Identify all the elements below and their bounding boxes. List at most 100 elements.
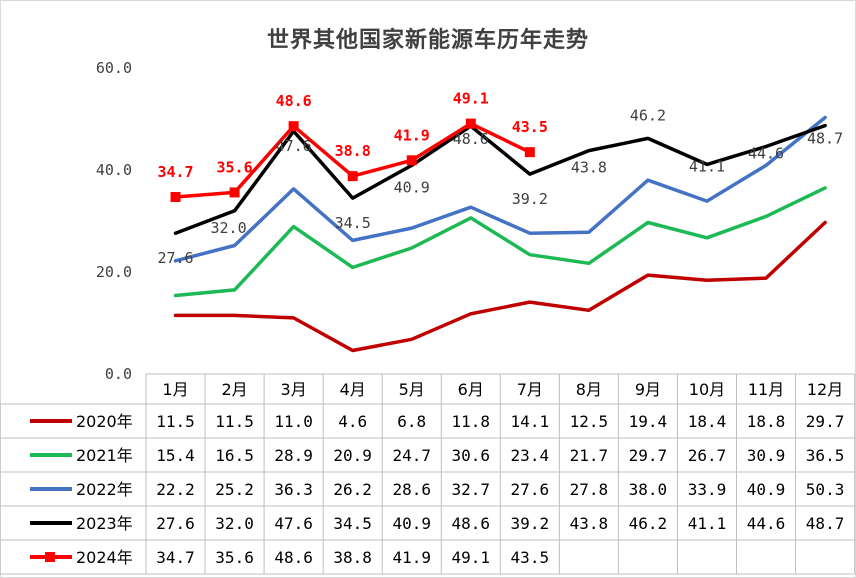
table-cell: 34.7 [156, 548, 195, 567]
table-cell: 48.7 [806, 514, 845, 533]
x-category-label: 1月 [162, 380, 188, 399]
table-cell: 32.0 [215, 514, 254, 533]
table-cell: 28.9 [274, 446, 313, 465]
legend-label: 2021年 [76, 446, 133, 465]
data-label: 40.9 [394, 178, 430, 196]
legend-label: 2023年 [76, 514, 133, 533]
data-label: 48.6 [276, 92, 312, 110]
chart-title: 世界其他国家新能源车历年走势 [266, 28, 589, 53]
table-cell: 47.6 [274, 514, 313, 533]
table-cell: 21.7 [570, 446, 609, 465]
table-cell: 11.5 [156, 412, 195, 431]
table-cell: 48.6 [274, 548, 313, 567]
data-label: 39.2 [512, 190, 548, 208]
table-cell: 26.7 [688, 446, 727, 465]
series-marker [465, 118, 476, 129]
table-cell: 22.2 [156, 480, 195, 499]
table-cell: 48.6 [452, 514, 491, 533]
data-label: 41.1 [689, 157, 725, 175]
series-line-2020年 [173, 220, 827, 353]
table-cell: 49.1 [452, 548, 491, 567]
table-cell: 41.1 [688, 514, 727, 533]
table-cell: 46.2 [629, 514, 668, 533]
x-category-label: 4月 [340, 380, 366, 399]
table-cell: 43.8 [570, 514, 609, 533]
table-cell: 27.6 [511, 480, 550, 499]
table-cell: 11.5 [215, 412, 254, 431]
table-cell: 18.4 [688, 412, 727, 431]
table-cell: 11.0 [274, 412, 313, 431]
table-cell: 30.6 [452, 446, 491, 465]
table-cell: 18.8 [747, 412, 786, 431]
data-label: 34.7 [157, 163, 193, 181]
series-marker [347, 171, 358, 182]
table-cell: 24.7 [392, 446, 431, 465]
table-cell: 36.3 [274, 480, 313, 499]
series-line-2021年 [173, 186, 827, 298]
table-cell: 41.9 [392, 548, 431, 567]
legend-label: 2022年 [76, 480, 133, 499]
series-marker [229, 187, 240, 198]
table-cell: 27.6 [156, 514, 195, 533]
x-category-label: 5月 [399, 380, 425, 399]
y-tick-label: 60.0 [96, 59, 132, 77]
data-label: 41.9 [394, 126, 430, 144]
table-cell: 30.9 [747, 446, 786, 465]
x-category-label: 12月 [807, 380, 843, 399]
table-cell: 28.6 [392, 480, 431, 499]
data-label: 43.8 [571, 159, 607, 177]
table-cell: 25.2 [215, 480, 254, 499]
data-label: 34.5 [335, 214, 371, 232]
table-cell: 39.2 [511, 514, 550, 533]
legend-label: 2024年 [76, 548, 133, 567]
table-cell: 40.9 [392, 514, 431, 533]
table-cell: 6.8 [397, 412, 426, 431]
table-cell: 23.4 [511, 446, 550, 465]
data-label: 43.5 [512, 118, 548, 136]
series-line-2022年 [173, 115, 827, 263]
x-category-label: 10月 [689, 380, 725, 399]
table-cell: 40.9 [747, 480, 786, 499]
table-cell: 36.5 [806, 446, 845, 465]
y-tick-label: 40.0 [96, 161, 132, 179]
table-cell: 34.5 [333, 514, 372, 533]
table-cell: 15.4 [156, 446, 195, 465]
series-line-2023年 [173, 123, 827, 235]
table-cell: 38.0 [629, 480, 668, 499]
table-cell: 27.8 [570, 480, 609, 499]
table-cell: 16.5 [215, 446, 254, 465]
data-label: 27.6 [157, 249, 193, 267]
x-category-label: 3月 [281, 380, 307, 399]
series-marker [524, 147, 535, 158]
x-category-label: 6月 [458, 380, 484, 399]
table-cell: 32.7 [452, 480, 491, 499]
table-cell: 43.5 [511, 548, 550, 567]
table-cell: 44.6 [747, 514, 786, 533]
data-label: 48.7 [807, 130, 843, 148]
data-label: 49.1 [453, 90, 489, 108]
legend-key-marker [45, 552, 55, 562]
x-category-label: 7月 [517, 380, 543, 399]
table-cell: 26.2 [333, 480, 372, 499]
series-marker [170, 192, 181, 203]
table-cell: 38.8 [333, 548, 372, 567]
data-label: 48.6 [453, 130, 489, 148]
table-cell: 14.1 [511, 412, 550, 431]
x-category-label: 8月 [576, 380, 602, 399]
legend-label: 2020年 [76, 412, 133, 431]
table-cell: 19.4 [629, 412, 668, 431]
table-cell: 20.9 [333, 446, 372, 465]
table-cell: 4.6 [338, 412, 367, 431]
table-cell: 50.3 [806, 480, 845, 499]
data-label: 44.6 [748, 145, 784, 163]
table-cell: 33.9 [688, 480, 727, 499]
data-label: 47.6 [276, 137, 312, 155]
series-marker [406, 155, 417, 166]
x-category-label: 9月 [635, 380, 661, 399]
table-cell: 11.8 [452, 412, 491, 431]
table-cell: 12.5 [570, 412, 609, 431]
data-label: 38.8 [335, 142, 371, 160]
table-cell: 29.7 [629, 446, 668, 465]
